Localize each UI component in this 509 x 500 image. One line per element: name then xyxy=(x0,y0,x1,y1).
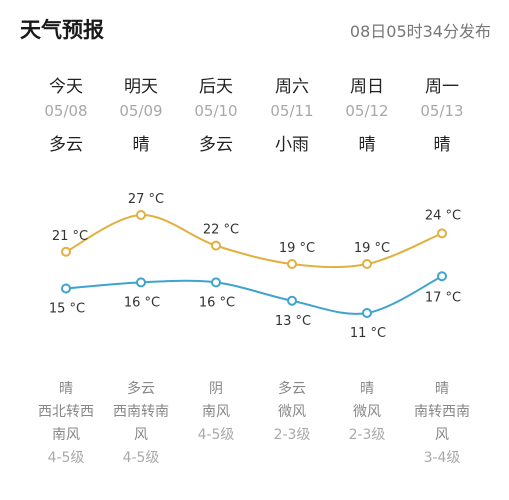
high-temp-label: 21 °C xyxy=(52,229,88,244)
low-temp-label: 16 °C xyxy=(199,295,235,310)
high-temp-label: 22 °C xyxy=(203,223,239,238)
low-temp-point xyxy=(362,308,372,318)
day-weather: 多云 xyxy=(49,135,83,155)
date-label: 05/13 xyxy=(420,102,464,120)
day-label: 后天 xyxy=(199,77,233,97)
day-label: 周六 xyxy=(275,77,309,97)
night-weather: 多云 xyxy=(278,381,306,397)
low-temp-point xyxy=(211,277,221,288)
forecast-day-2[interactable]: 后天 05/10 多云 阴 南风 4-5级 xyxy=(174,0,258,500)
page-title: 天气预报 xyxy=(20,18,104,42)
night-info: 阴 南风 4-5级 xyxy=(174,378,258,447)
day-label: 周日 xyxy=(350,77,384,97)
low-temp-label: 15 °C xyxy=(49,302,85,317)
high-temp-point xyxy=(287,259,297,269)
publish-time: 08日05时34分发布 xyxy=(349,22,491,41)
day-label: 明天 xyxy=(124,77,158,97)
night-info: 多云 微风 2-3级 xyxy=(250,378,334,447)
day-label: 周一 xyxy=(425,77,459,97)
low-temp-point xyxy=(136,277,146,288)
date-label: 05/12 xyxy=(345,102,389,120)
wind-direction-cont: 风 xyxy=(134,427,148,443)
date-label: 05/09 xyxy=(119,102,163,120)
night-info: 晴 西北转西 南风 4-5级 xyxy=(24,378,108,470)
day-weather: 晴 xyxy=(132,135,150,155)
high-temp-label: 19 °C xyxy=(279,241,315,256)
date-label: 05/10 xyxy=(194,102,238,120)
wind-direction: 微风 xyxy=(278,404,306,420)
wind-direction: 微风 xyxy=(353,404,381,420)
forecast-day-3[interactable]: 周六 05/11 小雨 多云 微风 2-3级 xyxy=(250,0,334,500)
wind-level: 4-5级 xyxy=(47,450,85,466)
forecast-day-0[interactable]: 今天 05/08 多云 晴 西北转西 南风 4-5级 xyxy=(24,0,108,500)
high-temp-point xyxy=(437,228,447,239)
low-temp-label: 16 °C xyxy=(124,295,160,310)
wind-level: 2-3级 xyxy=(348,427,386,443)
wind-direction: 南风 xyxy=(202,404,230,420)
wind-level: 2-3级 xyxy=(273,427,311,443)
date-label: 05/11 xyxy=(270,102,314,120)
day-weather: 小雨 xyxy=(275,135,309,155)
wind-direction-cont: 风 xyxy=(435,427,449,443)
day-weather: 多云 xyxy=(199,135,233,155)
low-temp-line xyxy=(65,275,443,315)
night-info: 多云 西南转南 风 4-5级 xyxy=(99,378,183,470)
wind-direction-cont: 南风 xyxy=(52,427,80,443)
forecast-day-5[interactable]: 周一 05/13 晴 晴 南转西南 风 3-4级 xyxy=(400,0,484,500)
header-bar: 天气预报 08日05时34分发布 xyxy=(0,0,509,58)
forecast-day-1[interactable]: 明天 05/09 晴 多云 西南转南 风 4-5级 xyxy=(99,0,183,500)
night-info: 晴 南转西南 风 3-4级 xyxy=(400,378,484,470)
high-temp-point xyxy=(61,246,71,257)
wind-direction: 西北转西 xyxy=(38,404,94,420)
low-temp-point xyxy=(437,271,447,282)
high-temp-point xyxy=(211,240,221,251)
low-temp-point xyxy=(61,283,71,294)
wind-level: 4-5级 xyxy=(197,427,235,443)
night-info: 晴 微风 2-3级 xyxy=(325,378,409,447)
wind-direction: 西南转南 xyxy=(113,404,169,420)
high-temp-point xyxy=(136,210,146,220)
night-weather: 阴 xyxy=(209,381,223,397)
forecast-day-4[interactable]: 周日 05/12 晴 晴 微风 2-3级 xyxy=(325,0,409,500)
wind-level: 4-5级 xyxy=(122,450,160,466)
low-temp-label: 13 °C xyxy=(275,314,311,329)
night-weather: 晴 xyxy=(360,381,374,397)
day-weather: 晴 xyxy=(433,135,451,155)
high-temp-line xyxy=(65,213,443,269)
high-temp-point xyxy=(362,259,372,269)
low-temp-label: 17 °C xyxy=(425,290,461,305)
high-temp-label: 24 °C xyxy=(425,208,461,223)
night-weather: 多云 xyxy=(127,381,155,397)
night-weather: 晴 xyxy=(59,381,73,397)
low-temp-point xyxy=(287,295,297,306)
day-weather: 晴 xyxy=(358,135,376,155)
date-label: 05/08 xyxy=(44,102,88,120)
wind-direction: 南转西南 xyxy=(414,404,470,420)
day-label: 今天 xyxy=(49,77,83,97)
high-temp-label: 27 °C xyxy=(128,192,164,207)
low-temp-label: 11 °C xyxy=(350,326,386,341)
high-temp-label: 19 °C xyxy=(354,241,390,256)
night-weather: 晴 xyxy=(435,381,449,397)
wind-level: 3-4级 xyxy=(423,450,461,466)
